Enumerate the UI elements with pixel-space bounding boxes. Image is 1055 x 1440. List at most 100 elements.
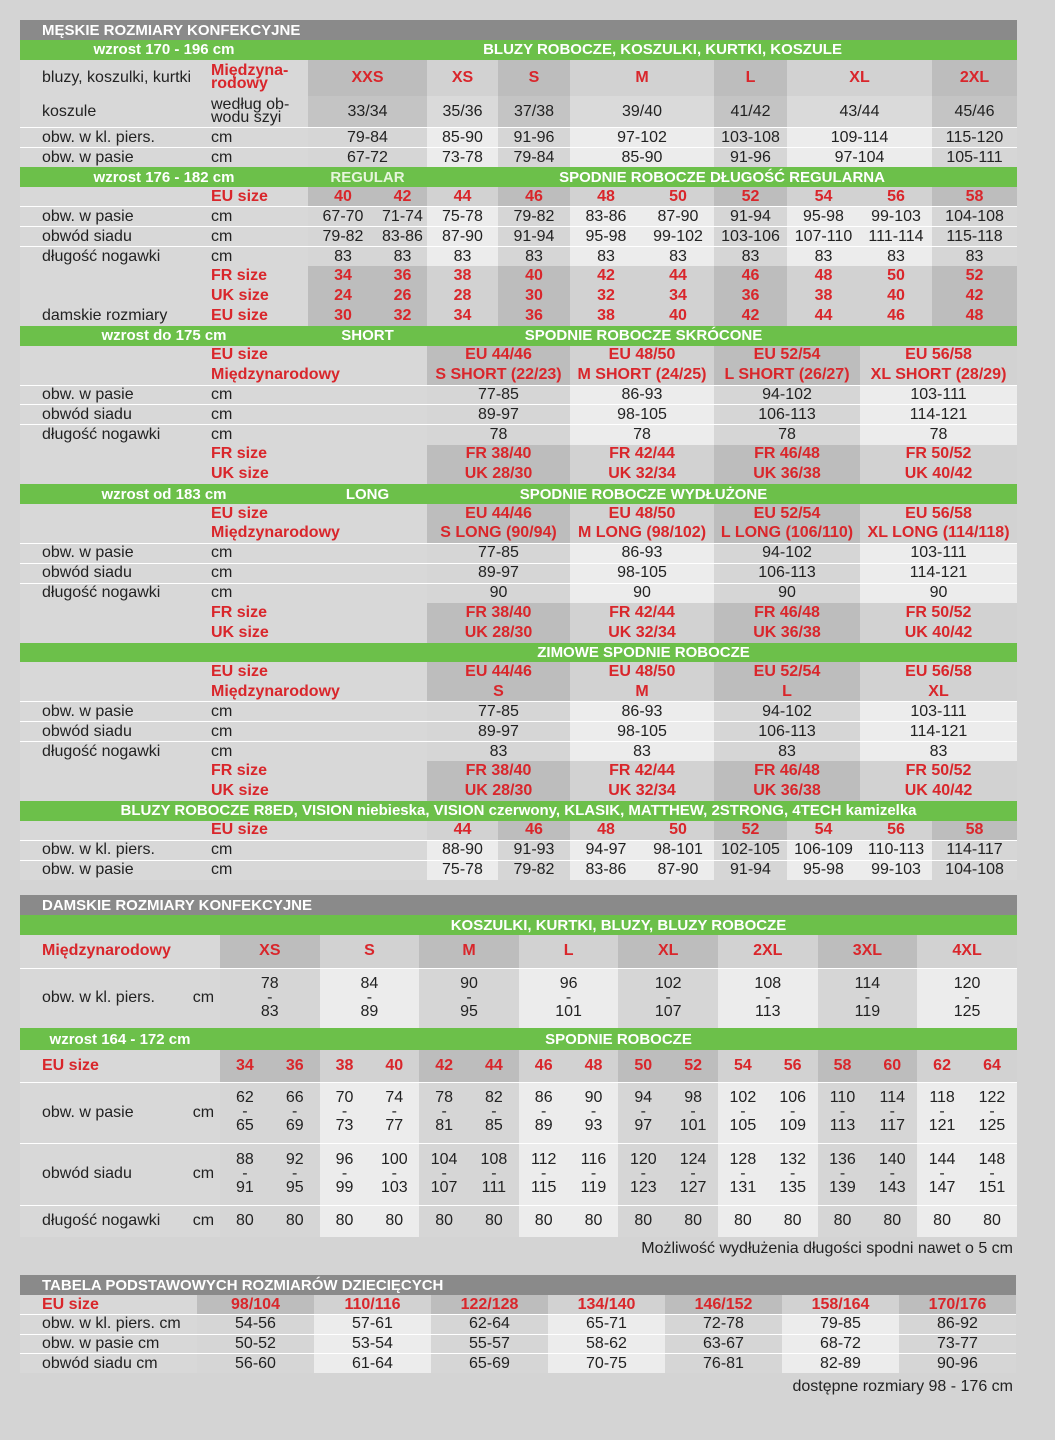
measurement-row: obw. w pasie cm 62 - 65 66 - 69 70 - 73 74 - … bbox=[20, 1081, 1017, 1143]
cell: 95-98 bbox=[787, 206, 860, 227]
cell: 56 bbox=[860, 820, 932, 841]
section-title-row: MĘSKIE ROZMIARY KONFEKCYJNE bbox=[20, 20, 1018, 40]
cell: 114-121 bbox=[860, 562, 1018, 584]
cell-text: 116 - 119 bbox=[580, 1150, 607, 1196]
cell-text: 71-74 bbox=[382, 207, 423, 225]
row-label: koszule bbox=[20, 95, 208, 128]
cell: 62 bbox=[917, 1050, 967, 1082]
cell: 44 bbox=[787, 305, 860, 326]
cell-text: FR 38/40 bbox=[465, 603, 532, 621]
cell-text: 90 bbox=[489, 584, 508, 602]
cell: 109-114 bbox=[787, 127, 932, 148]
cell-text: 48 bbox=[597, 821, 615, 839]
size-row: FR size FR 38/40 FR 42/44 FR 46/48 FR 50/52 bbox=[20, 602, 1018, 623]
cell-text: XL bbox=[657, 942, 679, 960]
cell-text: 103-111 bbox=[910, 544, 967, 562]
cell-text: 50 bbox=[669, 821, 687, 839]
cell: 99-102 bbox=[642, 226, 714, 247]
cell bbox=[860, 484, 1018, 504]
cell: 86-93 bbox=[570, 384, 714, 405]
cell: XL SHORT (28/29) bbox=[860, 365, 1018, 386]
cell: UK 28/30 bbox=[427, 464, 570, 485]
cell: 91-96 bbox=[498, 127, 570, 148]
cell: 94-102 bbox=[714, 701, 860, 722]
cell-text: 140 - 143 bbox=[878, 1150, 906, 1196]
cell-text: EU size bbox=[211, 306, 268, 324]
measurement-row: obw. w pasie cm 77-85 86-93 94-102 103-111 bbox=[20, 384, 1018, 405]
cell: 83 bbox=[427, 246, 498, 267]
cell: 110/116 bbox=[314, 1295, 431, 1315]
cell-text: 106-113 bbox=[758, 405, 816, 423]
cell-text: M SHORT (24/25) bbox=[577, 366, 707, 383]
cell-text: 105-111 bbox=[946, 148, 1003, 166]
cell-text: EU 52/54 bbox=[753, 504, 821, 522]
cell-text: 80 bbox=[236, 1212, 254, 1230]
cell: 94-102 bbox=[714, 543, 860, 564]
unit-label: cm bbox=[208, 741, 427, 762]
cell: 48 bbox=[787, 266, 860, 287]
cell-text: 80 bbox=[285, 1212, 304, 1230]
cell-text: 82 - 85 bbox=[485, 1089, 503, 1134]
cell-text: 79-82 bbox=[513, 861, 555, 879]
cell-text: 53-54 bbox=[352, 1334, 393, 1352]
cell: 54-56 bbox=[197, 1314, 314, 1334]
cell-text: 83 bbox=[453, 247, 472, 265]
cell: SPODNIE ROBOCZE DŁUGOŚĆ REGULARNA bbox=[427, 167, 1018, 188]
cell-text: XS bbox=[259, 942, 281, 960]
cell: 134/140 bbox=[548, 1295, 665, 1315]
cell: 58 bbox=[932, 187, 1018, 207]
measurement-row: długość nogawki cm 80 80 80 80 80 80 80 80 80 80 80 8… bbox=[20, 1204, 1017, 1237]
cell-text: 38 bbox=[814, 287, 833, 305]
cell: 84 - 89 bbox=[319, 967, 420, 1028]
cell bbox=[20, 915, 221, 935]
cell: ZIMOWE SPODNIE ROBOCZE bbox=[427, 642, 860, 663]
row-label: Międzynarodowy bbox=[208, 682, 427, 702]
row-label bbox=[20, 187, 208, 207]
cell-text: 46 bbox=[741, 267, 760, 285]
cell: UK 36/38 bbox=[714, 464, 860, 485]
cell-text: 46 bbox=[525, 821, 543, 839]
cell: S bbox=[427, 682, 570, 702]
cell: 36 bbox=[269, 1050, 320, 1082]
cell-text: 158/164 bbox=[811, 1295, 870, 1313]
cell: 90 bbox=[714, 582, 860, 603]
cell-text: 92 - 95 bbox=[285, 1150, 304, 1196]
cell-text: 170/176 bbox=[928, 1295, 987, 1313]
row-label: EU size bbox=[208, 662, 427, 683]
cell-text: LONG bbox=[345, 485, 390, 503]
cell: XL bbox=[618, 935, 718, 968]
cell-text: S bbox=[364, 942, 375, 960]
cell: XS bbox=[220, 935, 320, 968]
cell-text: obwód siadu bbox=[42, 227, 132, 245]
cell: 55-57 bbox=[431, 1333, 548, 1354]
cell-text: 102 - 107 bbox=[654, 974, 682, 1020]
row-label: EU size bbox=[20, 1295, 197, 1315]
cell-text: FR 42/44 bbox=[609, 445, 675, 463]
cell: 83 bbox=[860, 246, 932, 267]
cell-text: 94-102 bbox=[762, 544, 812, 562]
size-row: EU size EU 44/46 EU 48/50 EU 52/54 EU 56/58 bbox=[20, 345, 1018, 366]
cell: 112 - 115 bbox=[518, 1142, 569, 1205]
cell: 64 bbox=[966, 1050, 1017, 1082]
unit-label: cm bbox=[208, 404, 427, 425]
cell-text: 2XL bbox=[959, 68, 990, 86]
cell-text: 148 - 151 bbox=[978, 1150, 1006, 1196]
cell-text: 106-109 bbox=[794, 841, 853, 859]
cell-text: 40 bbox=[887, 287, 905, 305]
cell: 98-101 bbox=[642, 839, 714, 861]
cell: EU 56/58 bbox=[860, 345, 1018, 366]
cell: 102 - 107 bbox=[618, 967, 718, 1028]
cell: SPODNIE ROBOCZE bbox=[220, 1028, 1017, 1050]
cell: 62 - 65 bbox=[220, 1081, 270, 1143]
cell-text: 90 - 95 bbox=[460, 974, 478, 1020]
unit-label: cm bbox=[208, 582, 427, 603]
cell-text: FR 50/52 bbox=[905, 445, 972, 463]
cell: 79-82 bbox=[498, 859, 570, 881]
cell: 42 bbox=[570, 266, 642, 287]
cell-text: MĘSKIE ROZMIARY KONFEKCYJNE bbox=[42, 21, 301, 39]
row-label: EU size bbox=[208, 187, 308, 207]
cell-text: 44 bbox=[485, 1056, 503, 1074]
cell: 3XL bbox=[817, 935, 918, 968]
cell-text: obw. w pasie cm bbox=[42, 1334, 160, 1352]
cell-text: długość nogawki bbox=[42, 584, 161, 602]
